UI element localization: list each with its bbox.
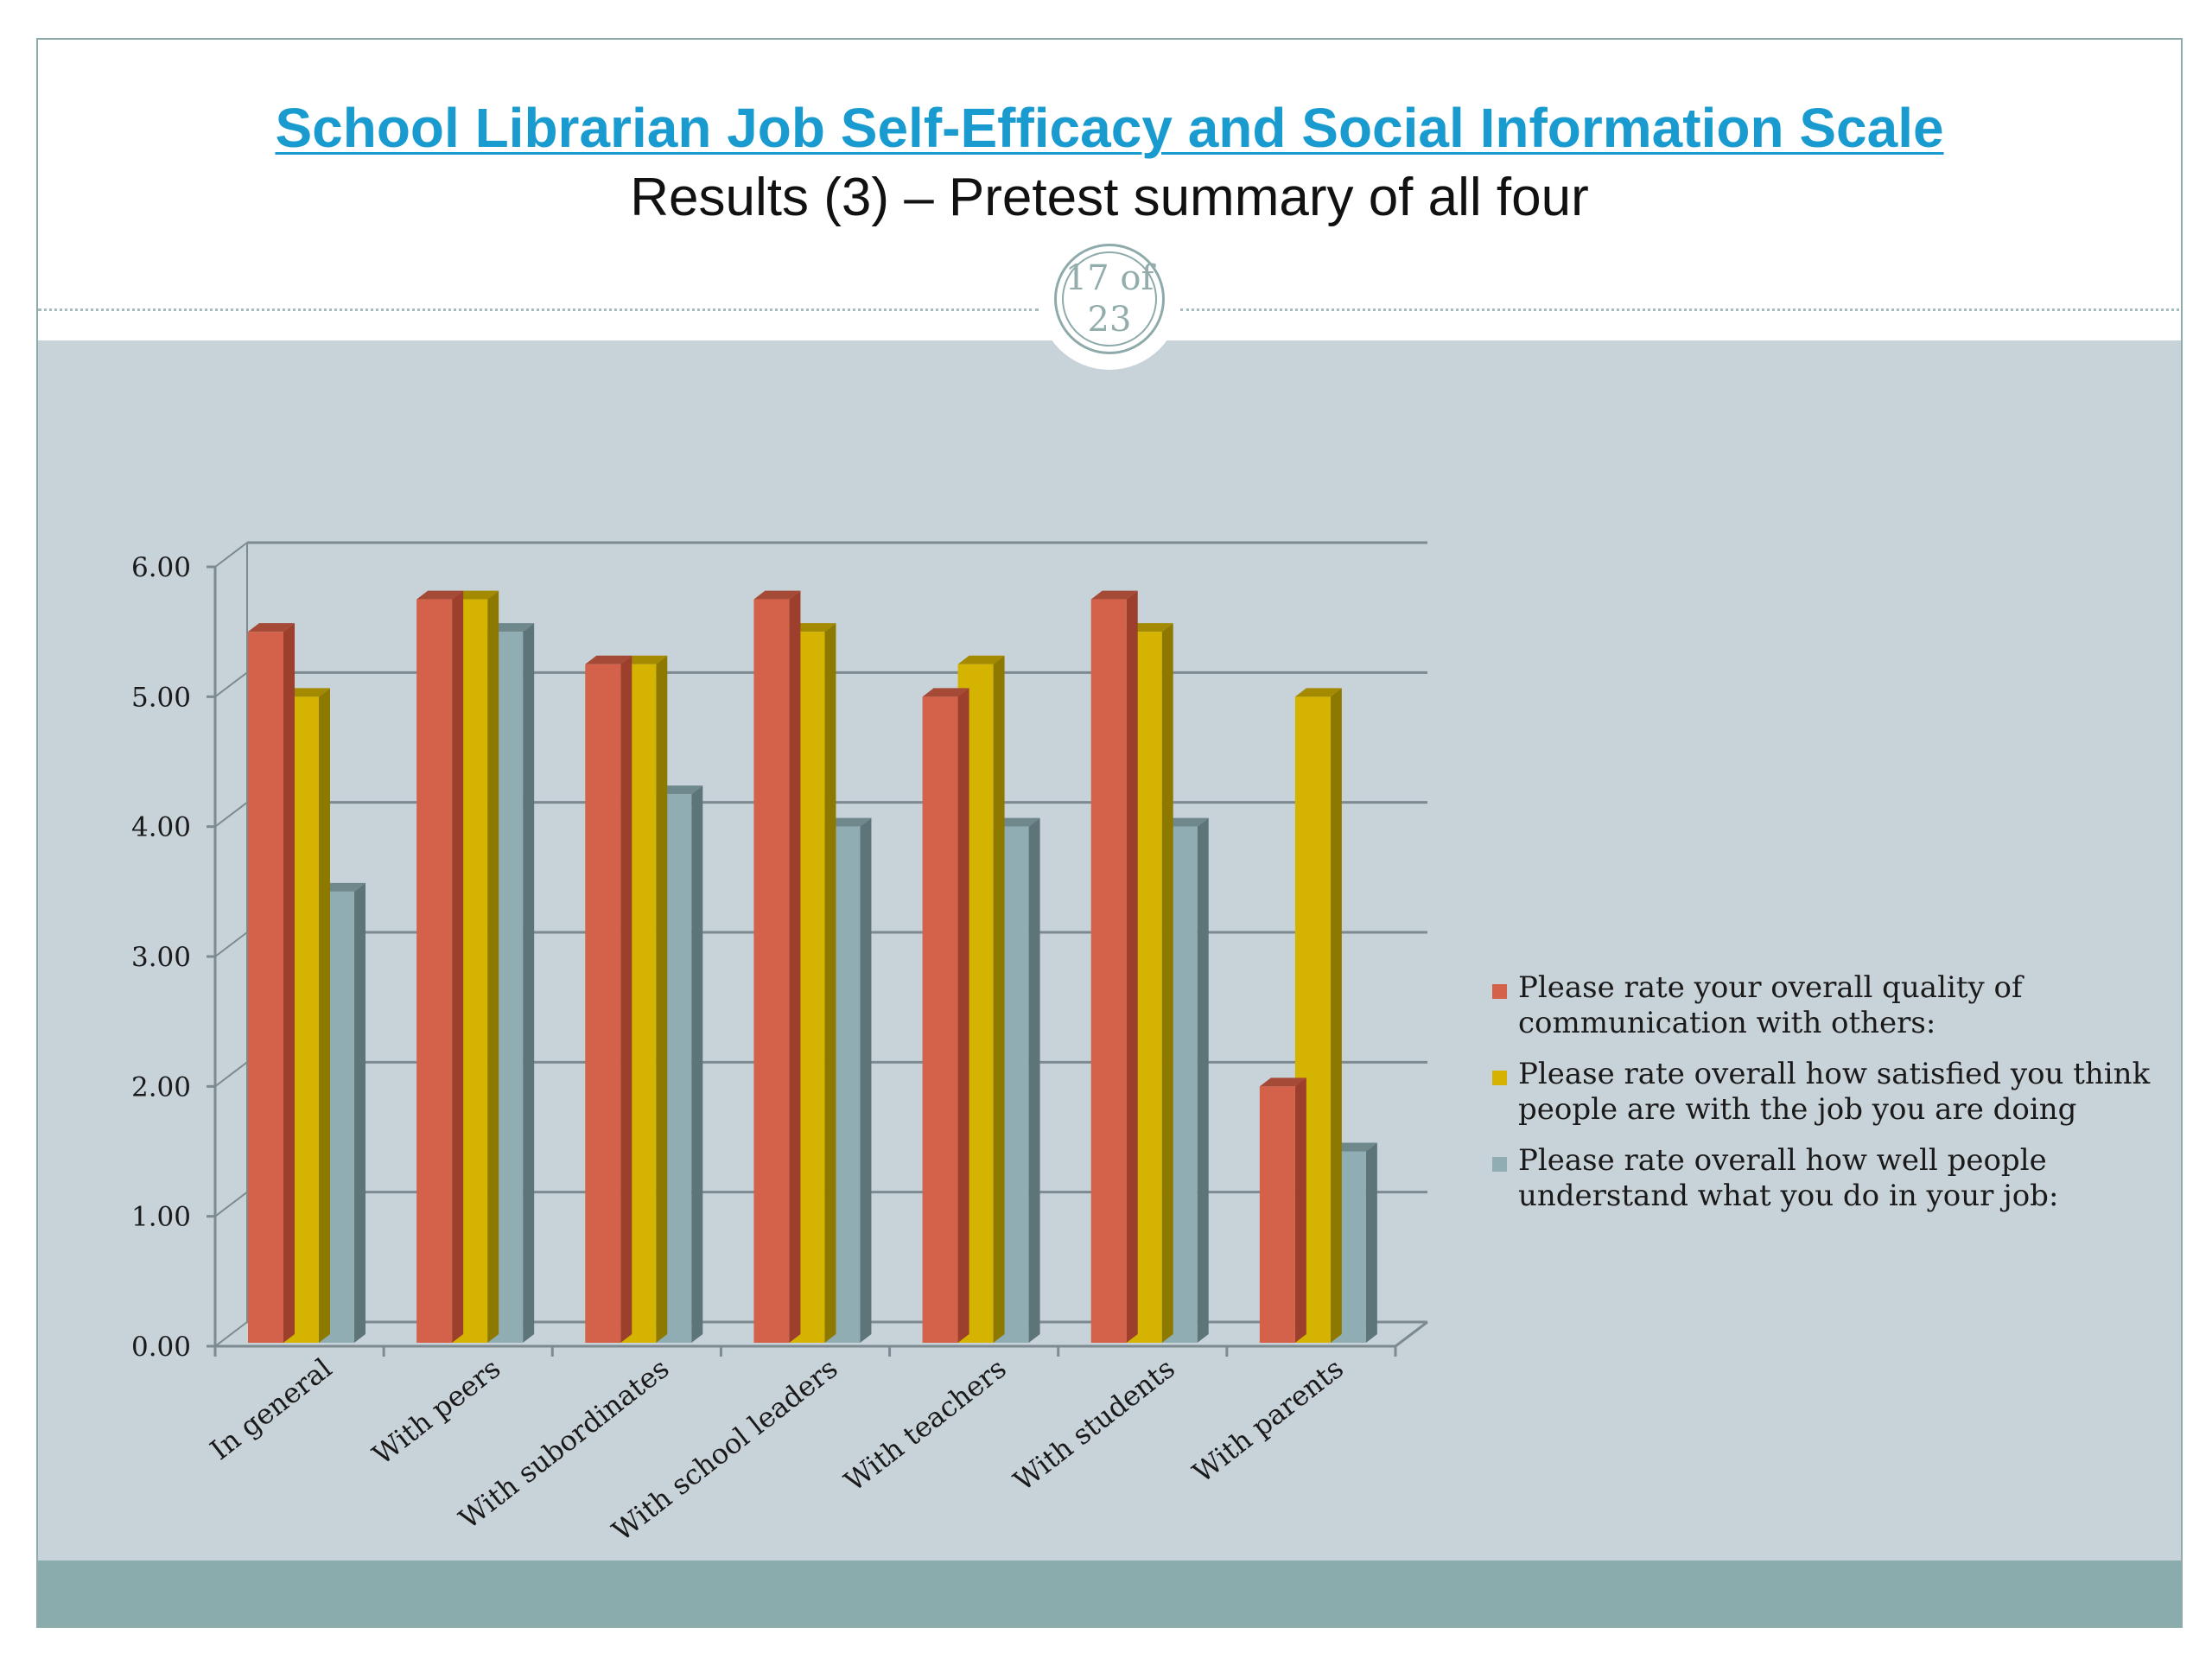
bar-top	[248, 623, 295, 632]
bar-top	[1294, 688, 1342, 697]
header-divider-right	[1180, 308, 2181, 311]
slide: School Librarian Job Self-Efficacy and S…	[36, 38, 2183, 1628]
bar-side	[620, 655, 632, 1343]
bar-side	[1365, 1142, 1377, 1343]
bar-top	[1161, 817, 1209, 827]
y-tick-label: 4.00	[131, 812, 191, 843]
bar-side	[1197, 817, 1209, 1343]
gridline-side	[214, 931, 248, 957]
legend-item-communication: Please rate your overall quality of comm…	[1492, 970, 2181, 1041]
bar-side	[452, 590, 464, 1343]
legend-item-understanding: Please rate overall how well people unde…	[1492, 1143, 2181, 1214]
bar-side	[523, 623, 535, 1343]
gridline-side	[214, 1061, 248, 1088]
bar	[753, 599, 790, 1343]
y-tick-label: 2.00	[131, 1071, 191, 1103]
bar-top	[416, 590, 464, 600]
bar-side	[860, 817, 872, 1343]
bar-side	[1028, 817, 1040, 1343]
bar-top	[319, 882, 365, 892]
bar	[1259, 1086, 1295, 1343]
slide-title[interactable]: School Librarian Job Self-Efficacy and S…	[275, 97, 1944, 159]
bar-top	[993, 817, 1040, 827]
legend-label-satisfaction: Please rate overall how satisfied you th…	[1518, 1057, 2151, 1127]
gridline-side	[214, 1191, 248, 1217]
bar-side	[957, 688, 969, 1343]
bar-top	[1259, 1077, 1306, 1087]
gridline-side	[214, 542, 248, 568]
bar-top	[452, 590, 499, 600]
bar	[585, 664, 621, 1343]
footer-band	[38, 1560, 2181, 1626]
y-tick-label: 3.00	[131, 942, 191, 973]
x-tick-label: With parents	[1186, 1351, 1350, 1489]
bar-top	[1090, 590, 1138, 600]
page-badge-ring	[1054, 244, 1165, 354]
bar-top	[753, 590, 801, 600]
legend-swatch-communication	[1492, 984, 1507, 999]
bar-top	[283, 688, 330, 697]
legend-label-communication: Please rate your overall quality of comm…	[1518, 970, 2023, 1040]
legend-swatch-understanding	[1492, 1157, 1507, 1172]
floor-edge	[1395, 1320, 1428, 1348]
bar-top	[620, 655, 668, 664]
bar-top	[585, 655, 632, 664]
header-divider-left	[38, 308, 1039, 311]
y-tick-label: 0.00	[131, 1332, 191, 1363]
bar-top	[656, 785, 703, 795]
bar-side	[487, 590, 499, 1343]
bar-top	[1126, 623, 1173, 632]
page-badge-inner-ring	[1062, 251, 1157, 346]
bar-side	[1161, 623, 1173, 1343]
bar	[922, 696, 958, 1343]
bar	[1090, 599, 1127, 1343]
chart-legend: Please rate your overall quality of comm…	[1492, 970, 2181, 1230]
bar-side	[1330, 688, 1342, 1343]
slide-subtitle: Results (3) – Pretest summary of all fou…	[630, 168, 1589, 227]
legend-swatch-satisfaction	[1492, 1071, 1507, 1085]
y-tick-label: 5.00	[131, 682, 191, 713]
bar-side	[354, 882, 365, 1343]
gridline-side	[214, 1321, 248, 1347]
bar-top	[922, 688, 969, 697]
x-tick-label: With teachers	[838, 1351, 1013, 1497]
bar-side	[691, 785, 703, 1343]
page-number: 17 of 23	[1065, 258, 1154, 340]
legend-item-satisfaction: Please rate overall how satisfied you th…	[1492, 1057, 2181, 1128]
bar-top	[1330, 1142, 1377, 1152]
x-tick-label: With students	[1007, 1351, 1181, 1497]
y-tick-label: 1.00	[131, 1202, 191, 1233]
bar-side	[656, 655, 668, 1343]
gridline-side	[214, 671, 248, 698]
legend-label-understanding: Please rate overall how well people unde…	[1518, 1143, 2059, 1213]
bar	[416, 599, 453, 1343]
bar-side	[789, 590, 801, 1343]
bar-top	[957, 655, 1005, 664]
bar-side	[1126, 590, 1138, 1343]
bar-top	[789, 623, 836, 632]
bar-side	[1294, 1077, 1306, 1343]
gridline-side	[214, 801, 248, 828]
bar-side	[283, 623, 295, 1343]
y-tick-label: 6.00	[131, 552, 191, 583]
bar-side	[824, 623, 836, 1343]
bar-top	[824, 817, 872, 827]
bar-side	[319, 688, 330, 1343]
x-tick-label: In general	[204, 1351, 338, 1466]
bar-top	[487, 623, 535, 632]
bar-side	[993, 655, 1005, 1343]
x-tick-label: With peers	[366, 1351, 506, 1471]
bar	[248, 632, 283, 1343]
